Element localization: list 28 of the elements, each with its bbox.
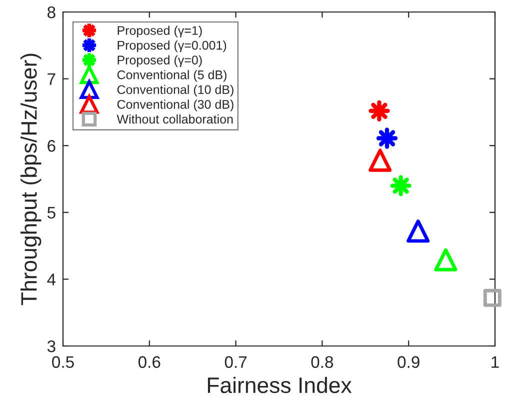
legend-label: Conventional (30 dB) (117, 100, 234, 112)
legend-label: Conventional (10 dB) (117, 84, 234, 97)
legend-label: Proposed (γ=1) (118, 26, 202, 38)
x-tick-label: 0.9 (398, 356, 420, 368)
y-tick-label: 8 (48, 6, 56, 18)
legend-label: Without collaboration (116, 114, 233, 124)
x-tick-label: 0.8 (311, 356, 334, 368)
x-axis-title: Fairness Index (208, 376, 352, 394)
point (483, 288, 502, 307)
y-axis-title: Throughput (bps/Hz/user) (20, 54, 42, 306)
point (390, 175, 412, 196)
point (368, 148, 392, 172)
x-tick-label: 1 (492, 356, 499, 368)
x-tick-label: 0.6 (138, 356, 160, 368)
point (368, 100, 390, 122)
y-tick-label: 5 (47, 206, 56, 219)
point (406, 220, 430, 243)
x-tick-label: 0.5 (52, 356, 74, 368)
y-tick-label: 6 (48, 140, 56, 152)
legend-label: Conventional (5 dB) (117, 70, 226, 82)
point (376, 128, 398, 149)
x-tick-label: 0.7 (224, 356, 247, 368)
legend-label: Proposed (γ=0.001) (118, 40, 226, 52)
point (434, 248, 458, 272)
legend-label: Proposed (γ=0) (118, 55, 202, 67)
y-tick-label: 4 (47, 274, 56, 286)
y-tick-label: 3 (47, 340, 56, 352)
y-tick-label: 7 (48, 73, 56, 85)
